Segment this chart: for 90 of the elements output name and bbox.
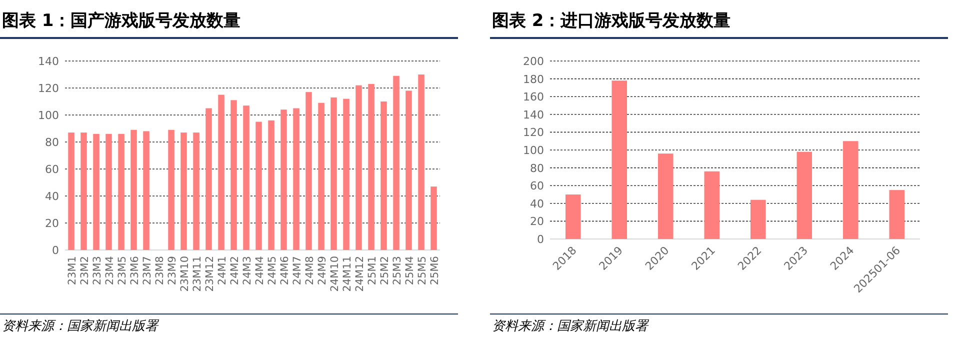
bar [658,154,674,239]
x-tick-label: 25M3 [391,256,404,286]
x-tick-label: 23M11 [191,256,204,292]
y-tick-label: 100 [38,109,59,122]
x-tick-label: 23M3 [91,256,104,286]
bar [430,186,437,250]
x-tick-label: 23M5 [116,256,128,286]
x-tick-label: 23M6 [128,256,141,286]
text: 资料来源：国家新闻出版署 [492,318,650,334]
bar [80,132,87,250]
bar [256,122,262,250]
bar [380,102,387,250]
y-tick-label: 200 [523,55,544,68]
x-tick-label: 24M8 [304,256,316,286]
x-tick-label: 24M10 [328,256,341,292]
x-tick-label: 24M6 [278,256,291,286]
x-tick-label: 23M1 [66,256,78,286]
x-tick-label: 23M10 [178,256,191,292]
y-tick-label: 0 [52,244,59,257]
bar [330,97,337,250]
bar [180,132,187,250]
y-tick-label: 20 [45,217,59,230]
x-tick-label: 23M9 [166,256,178,286]
y-tick-label: 80 [530,162,544,175]
x-tick-label: 24M11 [341,256,354,292]
x-tick-label: 23M8 [154,256,166,286]
y-tick-label: 140 [523,108,544,122]
x-tick-label: 25M5 [416,256,428,286]
chart-title: 图表 2：进口游戏版号发放数量 [492,11,731,31]
bar [106,134,112,250]
x-tick-label: 23M7 [141,256,154,286]
bar [293,108,300,250]
y-tick-label: 80 [45,136,59,149]
y-tick-label: 120 [38,82,59,95]
x-tick-label: 25M4 [404,256,416,286]
y-tick-label: 40 [45,190,59,203]
y-tick-label: 20 [530,215,544,228]
x-tick-label: 24M4 [254,256,266,286]
x-tick-label: 24M7 [291,256,304,286]
bar [393,76,400,250]
y-tick-label: 180 [523,72,544,86]
x-tick-label: 23M4 [104,256,116,286]
bar [318,102,324,250]
bar [704,171,720,239]
y-tick-label: 100 [523,144,544,157]
bar [68,132,74,250]
bar [93,134,100,250]
bar [343,98,350,250]
chart-title: 图表 1：国产游戏版号发放数量 [2,11,241,31]
bar [218,94,224,250]
bar [280,110,287,250]
bar [143,131,150,250]
bar [243,106,250,250]
bar [306,92,312,250]
x-tick-label: 24M9 [316,256,328,286]
bar [268,120,274,250]
x-tick-label: 24M12 [354,256,366,292]
y-tick-label: 140 [38,55,59,68]
y-tick-label: 0 [537,233,544,246]
bar [406,90,412,250]
bar [796,152,812,239]
x-tick-label: 23M2 [78,256,91,286]
x-tick-label: 24M1 [216,256,228,286]
bar [230,100,237,250]
bar [565,194,581,239]
bar [842,141,858,239]
x-tick-label: 25M2 [378,256,391,286]
x-tick-label: 24M5 [266,256,278,286]
bar [418,74,424,250]
bar [130,130,137,250]
bar [118,134,124,250]
x-tick-label: 23M12 [204,256,216,292]
text: 资料来源：国家新闻出版署 [2,318,160,334]
bar [368,84,374,250]
bar [750,200,766,239]
bar [612,80,628,239]
bar [356,85,362,250]
y-tick-label: 60 [530,180,544,193]
bar [206,108,212,250]
y-tick-label: 160 [523,90,544,104]
x-tick-label: 25M6 [428,256,441,286]
x-tick-label: 24M3 [241,256,254,286]
x-tick-label: 24M2 [228,256,241,286]
y-tick-label: 40 [530,197,544,210]
y-tick-label: 120 [523,126,544,140]
bar [168,130,174,250]
x-tick-label: 25M1 [366,256,378,286]
bar [193,132,200,250]
bar [889,190,905,239]
y-tick-label: 60 [45,163,59,176]
